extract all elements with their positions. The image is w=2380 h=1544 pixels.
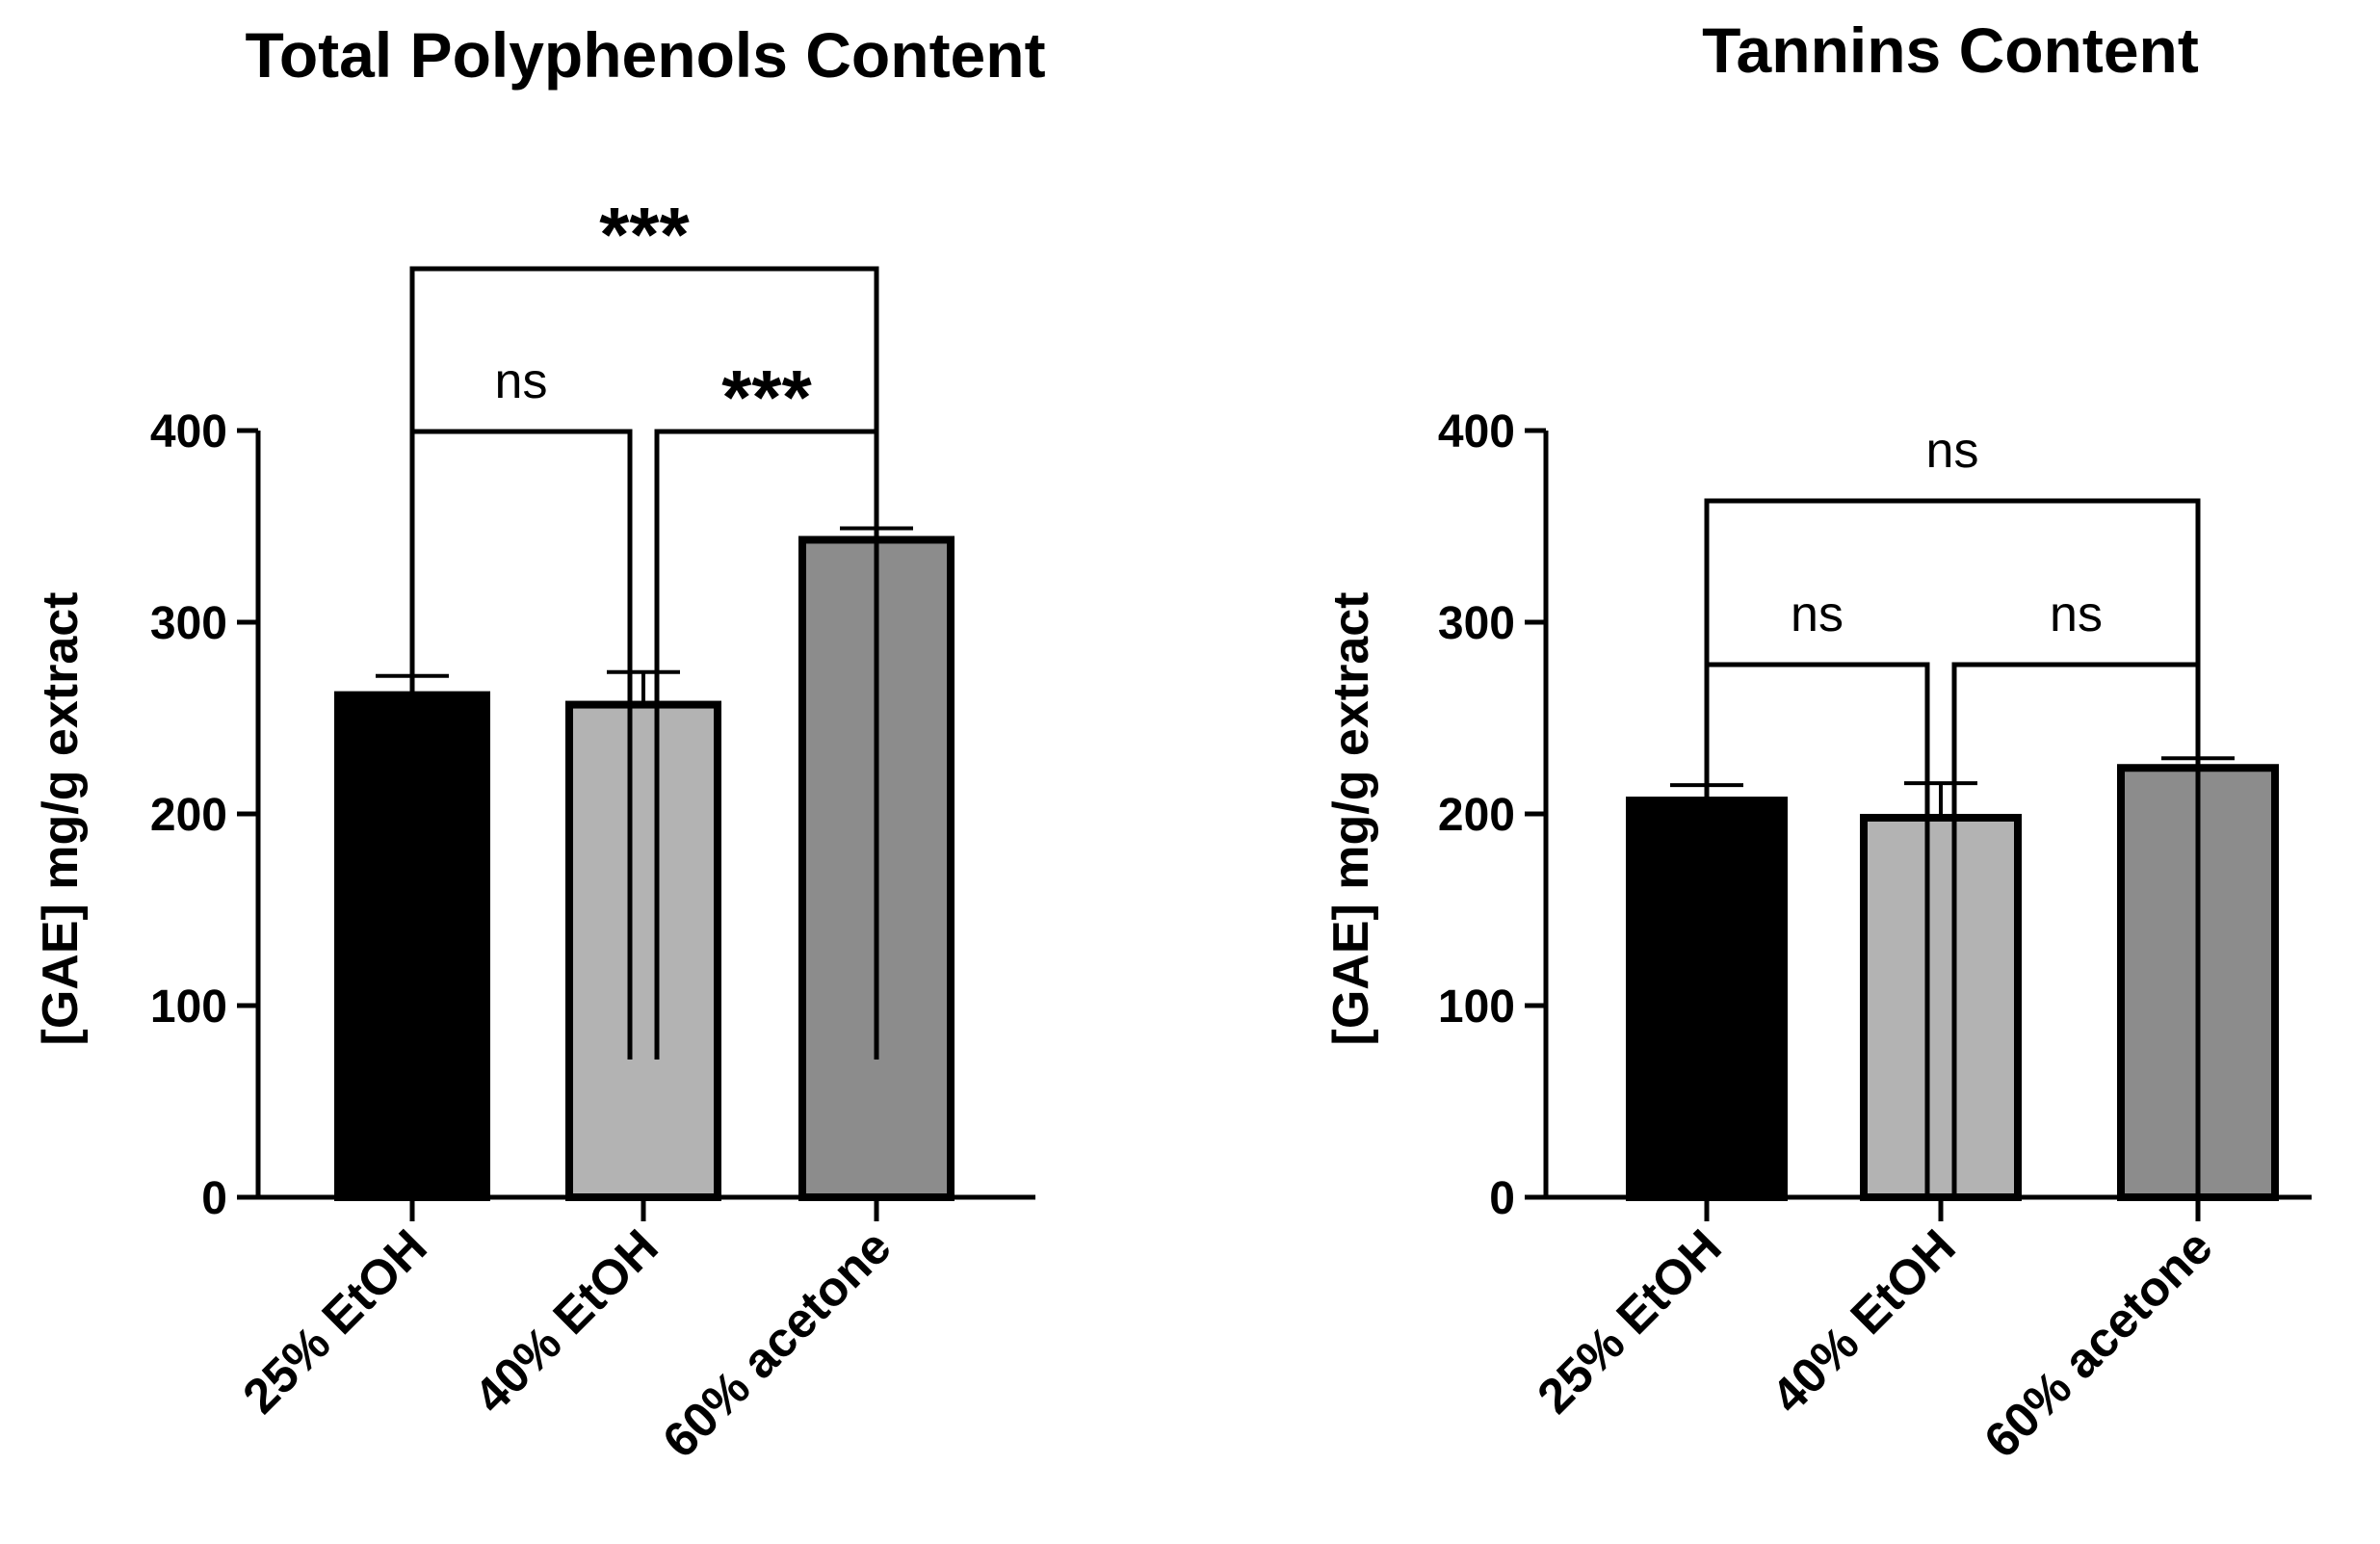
panel-tannins: Tannins Content [GAE] mg/g extract 0 100 2…	[1323, 14, 2312, 1468]
significance-label: ns	[1791, 587, 1844, 642]
y-tick-label: 200	[150, 790, 227, 841]
significance-label: ns	[2050, 587, 2103, 642]
chart-title: Total Polyphenols Content	[245, 19, 1045, 91]
significance-label: ***	[721, 354, 812, 440]
bar	[565, 700, 721, 1201]
y-axis-label: [GAE] mg/g extract	[1323, 592, 1379, 1046]
y-tick-label: 100	[150, 981, 227, 1033]
chart-title: Tannins Content	[1702, 14, 2199, 86]
significance-bracket	[409, 266, 879, 664]
bar	[1860, 813, 2022, 1201]
significance-label: ns	[495, 353, 548, 409]
significance-bracket	[409, 429, 633, 1060]
y-axis-label: [GAE] mg/g extract	[33, 592, 89, 1046]
x-tick-label: 60% acetone	[1974, 1218, 2223, 1468]
panel-total-polyphenols: Total Polyphenols Content [GAE] mg/g ext…	[33, 19, 1046, 1468]
y-tick-label: 0	[1489, 1173, 1515, 1224]
significance-label: ns	[1926, 423, 1979, 479]
y-tick-label: 400	[1438, 406, 1515, 458]
x-tick-label: 40% EtOH	[1761, 1218, 1966, 1424]
x-tick-label: 25% EtOH	[232, 1218, 437, 1424]
y-tick-label: 300	[1438, 598, 1515, 649]
y-tick-label: 200	[1438, 790, 1515, 841]
x-tick-label: 25% EtOH	[1527, 1218, 1732, 1424]
x-tick-label: 60% acetone	[652, 1218, 902, 1468]
y-tick-label: 400	[150, 406, 227, 458]
y-tick-label: 100	[1438, 981, 1515, 1033]
x-tick-label: 40% EtOH	[463, 1218, 668, 1424]
y-tick-label: 300	[150, 598, 227, 649]
significance-bracket	[654, 429, 879, 1060]
significance-bracket	[1704, 498, 2201, 1127]
y-tick-label: 0	[201, 1173, 227, 1224]
significance-label: ***	[599, 192, 690, 277]
